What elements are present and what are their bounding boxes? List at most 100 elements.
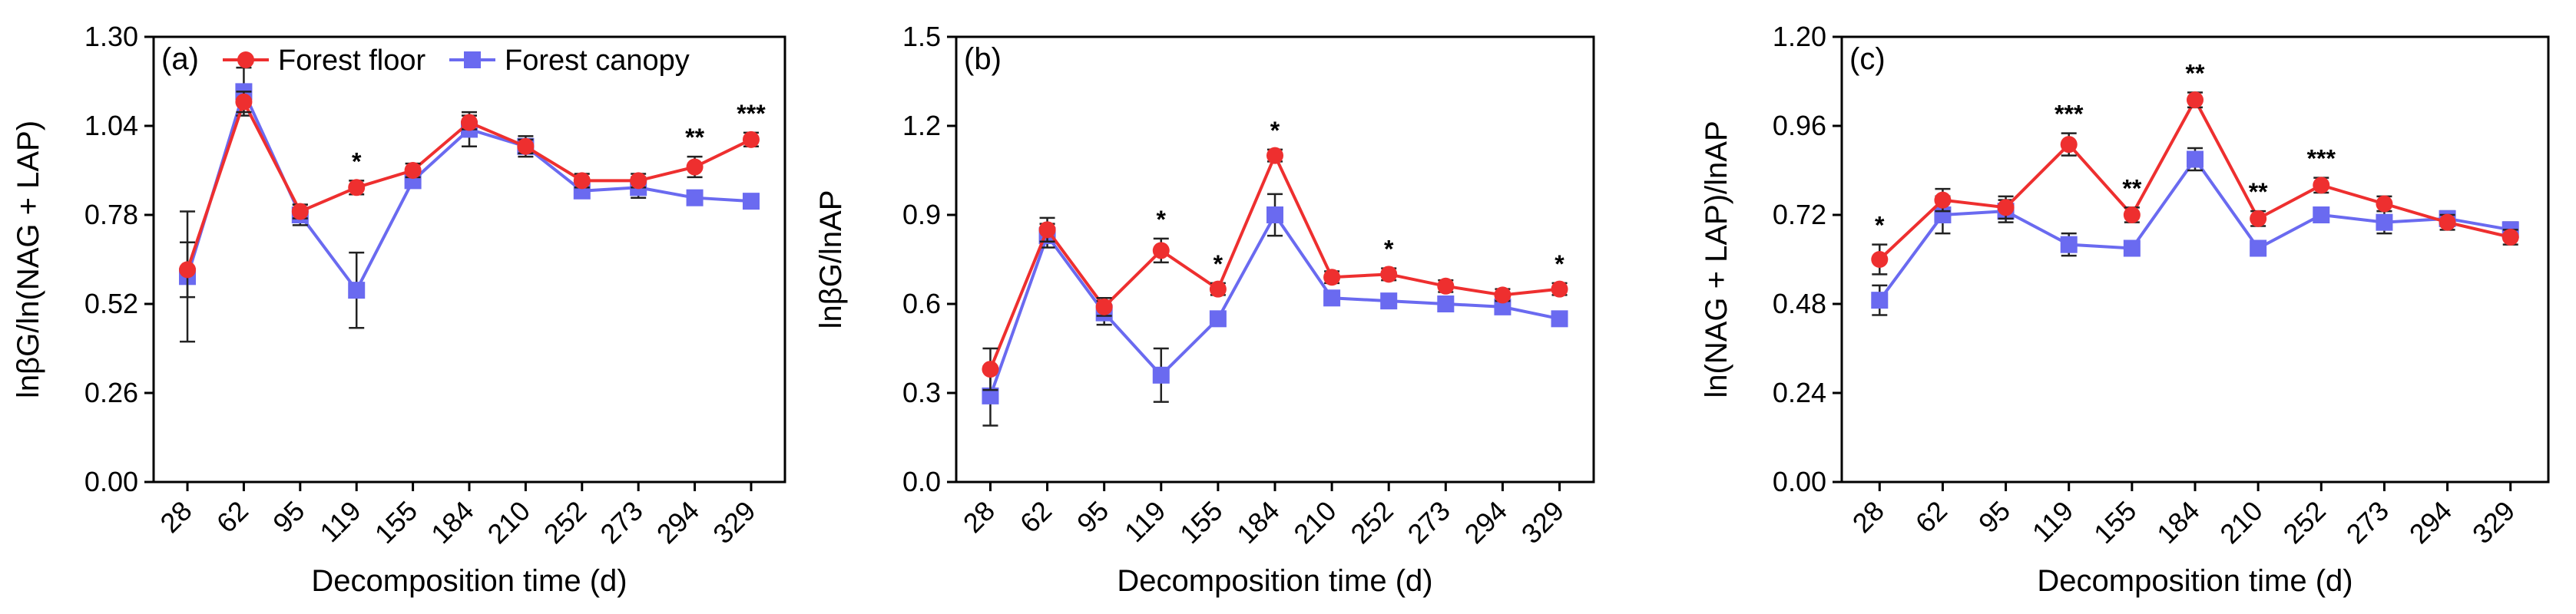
x-tick-label: 184	[2151, 495, 2205, 550]
data-point	[1038, 221, 1056, 239]
data-point	[1152, 242, 1170, 259]
data-point	[982, 387, 999, 404]
data-point	[1209, 280, 1227, 298]
y-tick-label: 0.6	[902, 288, 941, 319]
legend-label-forest-floor: Forest floor	[278, 45, 426, 77]
data-point	[1437, 277, 1455, 295]
x-tick-label: 155	[1174, 495, 1228, 550]
x-tick-label: 62	[1909, 495, 1953, 539]
x-tick-label: 329	[707, 495, 761, 550]
significance-label: ***	[2055, 101, 2084, 128]
y-axis-title: lnβG/ln(NAG + LAP)	[12, 120, 45, 398]
significance-label: ***	[2307, 145, 2336, 173]
data-point	[1209, 310, 1227, 328]
data-point	[742, 193, 760, 210]
x-tick-label: 252	[1344, 495, 1399, 550]
x-tick-label: 119	[2026, 495, 2080, 549]
data-point	[2187, 150, 2204, 168]
x-tick-label: 273	[594, 495, 648, 550]
y-tick-label: 1.30	[84, 21, 138, 52]
data-point	[1871, 292, 1889, 309]
y-tick-label: 0.00	[1773, 466, 1826, 497]
y-tick-label: 0.52	[84, 288, 138, 319]
data-point	[1934, 191, 1952, 209]
data-point	[348, 282, 366, 299]
series-forest-floor	[1871, 91, 2519, 276]
x-tick-label: 210	[2213, 495, 2268, 550]
data-point	[291, 203, 309, 220]
data-point	[235, 93, 253, 111]
data-point	[1437, 295, 1455, 312]
y-tick-label: 0.26	[84, 377, 138, 408]
x-tick-label: 210	[1287, 495, 1342, 550]
y-tick-label: 1.2	[902, 110, 941, 141]
x-tick-label: 252	[2276, 495, 2331, 550]
y-tick-label: 0.00	[84, 466, 138, 497]
x-tick-label: 95	[1071, 495, 1114, 539]
series-line	[1878, 96, 2511, 261]
data-point	[742, 130, 760, 148]
series-forest-canopy	[982, 193, 1568, 427]
data-point	[2502, 229, 2519, 246]
y-tick-label: 1.5	[902, 21, 941, 52]
data-point	[1380, 266, 1398, 283]
data-point	[573, 172, 591, 190]
data-point	[1551, 310, 1568, 328]
data-point	[1871, 251, 1889, 268]
x-tick-label: 294	[651, 495, 705, 550]
series-forest-canopy	[1871, 147, 2519, 316]
y-tick-label: 0.96	[1773, 110, 1826, 141]
legend-marker-forest-canopy	[464, 51, 481, 68]
y-tick-label: 0.9	[902, 199, 941, 230]
significance-label: *	[352, 147, 362, 175]
y-tick-label: 0.78	[84, 199, 138, 230]
significance-label: **	[2186, 60, 2205, 87]
data-point	[1997, 199, 2015, 216]
x-axis-title: Decomposition time (d)	[1117, 564, 1432, 598]
x-tick-label: 329	[1515, 495, 1570, 550]
legend-marker-forest-floor	[237, 51, 254, 68]
x-tick-label: 28	[154, 495, 197, 539]
x-tick-label: 62	[1014, 495, 1058, 539]
x-tick-label: 95	[267, 495, 310, 539]
x-tick-label: 155	[2088, 495, 2142, 550]
x-tick-label: 273	[1402, 495, 1456, 550]
data-point	[686, 158, 704, 176]
data-point	[1494, 298, 1511, 315]
significance-label: ***	[737, 100, 766, 127]
x-axis-title: Decomposition time (d)	[311, 564, 627, 598]
x-tick-label: 119	[313, 495, 367, 549]
x-tick-label: 210	[482, 495, 536, 550]
data-point	[517, 137, 535, 155]
data-point	[2376, 195, 2393, 213]
significance-label: *	[1384, 236, 1394, 263]
data-point	[686, 189, 704, 206]
significance-label: *	[1555, 250, 1564, 278]
data-point	[2376, 213, 2393, 231]
data-point	[1266, 147, 1283, 164]
x-tick-label: 273	[2340, 495, 2395, 550]
data-point	[2123, 239, 2141, 257]
data-point	[982, 361, 999, 378]
panel-label: (a)	[161, 42, 199, 76]
data-point	[1152, 366, 1170, 384]
x-tick-label: 184	[425, 495, 479, 550]
y-axis-title: lnβG/lnAP	[814, 190, 848, 329]
y-tick-label: 0.48	[1773, 288, 1826, 319]
series-forest-canopy	[179, 66, 760, 343]
data-point	[2123, 206, 2141, 223]
series-forest-floor	[982, 147, 1568, 391]
data-point	[1266, 206, 1283, 223]
y-tick-label: 0.72	[1773, 199, 1826, 230]
data-point	[2060, 236, 2078, 253]
significance-label: *	[1214, 250, 1223, 278]
x-tick-label: 294	[1459, 495, 1513, 550]
significance-label: *	[1875, 212, 1885, 239]
legend: Forest floor Forest canopy	[223, 45, 690, 77]
y-tick-label: 0.0	[902, 466, 941, 497]
series-line	[988, 212, 1560, 397]
data-point	[1551, 280, 1568, 298]
